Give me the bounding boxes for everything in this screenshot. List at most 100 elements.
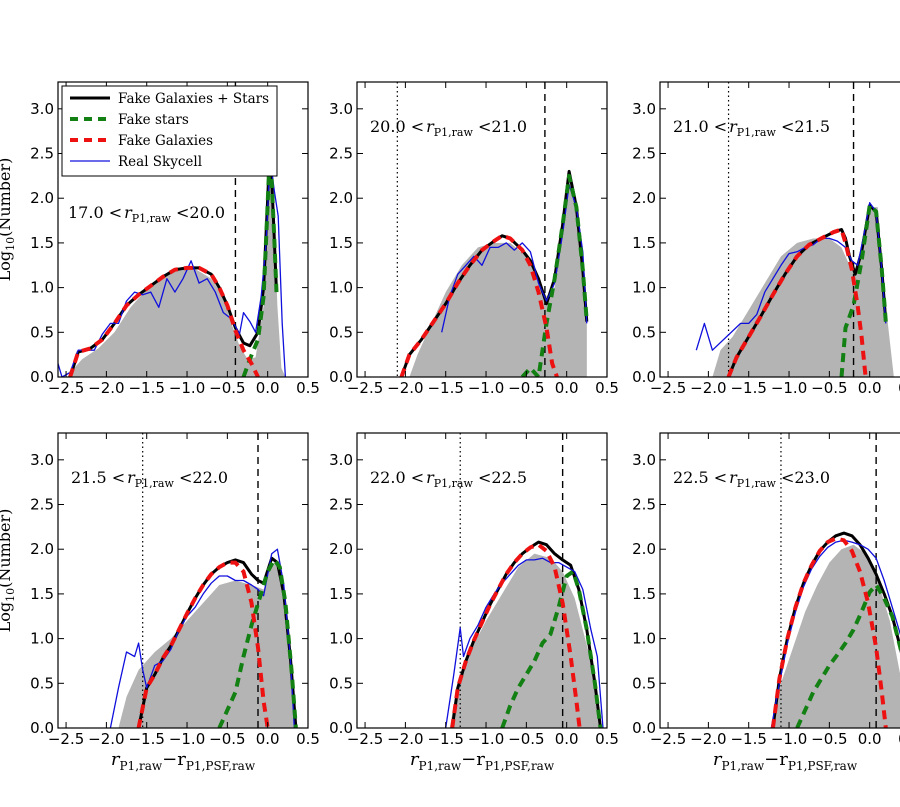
y-tick-label: 0.0 bbox=[30, 368, 54, 386]
x-tick-label: −2.5 bbox=[48, 730, 84, 748]
y-tick-label: 1.5 bbox=[632, 585, 656, 603]
x-tick-label: −0.5 bbox=[209, 730, 245, 748]
plot-area bbox=[109, 433, 298, 728]
y-tick-label: 1.0 bbox=[632, 279, 656, 297]
x-tick-label: −1.5 bbox=[730, 379, 766, 397]
x-tick-label: 0.5 bbox=[595, 379, 619, 397]
axes-frame bbox=[659, 81, 900, 378]
x-tick-label: −1.0 bbox=[771, 730, 807, 748]
x-tick-label: 0.5 bbox=[595, 730, 619, 748]
range-annotation: 20.0 < rP1,raw <21.0 bbox=[370, 117, 527, 139]
y-tick-label: 2.5 bbox=[30, 496, 54, 514]
y-tick-label: 3.0 bbox=[329, 100, 353, 118]
x-axis-label: rP1,raw−rP1,PSF,raw bbox=[410, 749, 555, 773]
range-annotation: 21.0 < rP1,raw <21.5 bbox=[673, 117, 830, 139]
y-tick-label: 1.5 bbox=[632, 234, 656, 252]
x-tick-label: −2.5 bbox=[347, 730, 383, 748]
series-real-skycell bbox=[445, 557, 604, 728]
plot-area bbox=[695, 82, 894, 377]
x-tick-label: 0.0 bbox=[555, 379, 579, 397]
x-tick-label: −1.5 bbox=[128, 379, 164, 397]
y-tick-label: 0.5 bbox=[632, 674, 656, 692]
y-tick-label: 1.5 bbox=[329, 585, 353, 603]
filled-histogram bbox=[712, 207, 894, 377]
panel-2: 0.0 0.5 1.0 1.5 2.0 2.5 3.0 −2.5 −2.0 −1.5 −1.0 −0.… bbox=[329, 81, 619, 397]
legend-label: Fake Galaxies + Stars bbox=[118, 91, 269, 107]
y-tick-label: 3.0 bbox=[632, 100, 656, 118]
x-tick-label: 0.5 bbox=[296, 379, 320, 397]
x-tick-label: −0.5 bbox=[811, 379, 847, 397]
x-tick-label: −1.5 bbox=[128, 730, 164, 748]
series-fake-galaxies bbox=[450, 542, 582, 728]
legend-label: Real Skycell bbox=[118, 154, 202, 170]
x-tick-label: −2.0 bbox=[387, 379, 423, 397]
x-tick-label: −0.5 bbox=[811, 730, 847, 748]
panel-3: 0.0 0.5 1.0 1.5 2.0 2.5 3.0 −2.5 −2.0 −1.5 −1.0 −0.… bbox=[632, 81, 900, 397]
series-fake-stars bbox=[241, 142, 279, 377]
panel-5: 0.0 0.5 1.0 1.5 2.0 2.5 3.0 −2.5 −2.0 −1.5 −1.0 −0.… bbox=[329, 432, 619, 748]
series-fake-galaxies bbox=[399, 233, 559, 377]
filled-histogram bbox=[70, 144, 286, 377]
x-tick-label: −1.0 bbox=[468, 379, 504, 397]
x-tick-label: −0.5 bbox=[508, 730, 544, 748]
axes-frame bbox=[57, 432, 309, 729]
series-fake-stars bbox=[217, 557, 298, 728]
panel-4: 0.0 0.5 1.0 1.5 2.0 2.5 3.0 −2.5 −2.0 −1.5 −1.0 −0.… bbox=[30, 432, 320, 748]
y-tick-label: 1.5 bbox=[30, 234, 54, 252]
series-fake-galaxies bbox=[136, 560, 270, 728]
series-fake-galaxies bbox=[770, 536, 888, 728]
y-tick-label: 0.5 bbox=[329, 674, 353, 692]
y-tick-label: 2.5 bbox=[30, 145, 54, 163]
x-tick-label: −0.5 bbox=[508, 379, 544, 397]
y-tick-label: 2.0 bbox=[632, 189, 656, 207]
y-tick-label: 0.0 bbox=[329, 719, 353, 737]
x-tick-label: 0.0 bbox=[256, 379, 280, 397]
legend-label: Fake Galaxies bbox=[118, 133, 213, 149]
y-tick-label: 3.0 bbox=[30, 451, 54, 469]
x-tick-label: −1.0 bbox=[771, 379, 807, 397]
y-tick-label: 2.5 bbox=[329, 496, 353, 514]
x-tick-label: −1.5 bbox=[730, 730, 766, 748]
x-axis-label: rP1,raw−rP1,PSF,raw bbox=[111, 749, 256, 773]
axes-frame bbox=[356, 432, 608, 729]
y-axis-label: Log10(Number) bbox=[0, 509, 17, 633]
y-tick-label: 2.0 bbox=[329, 540, 353, 558]
y-tick-label: 0.5 bbox=[30, 674, 54, 692]
x-tick-label: −2.0 bbox=[690, 730, 726, 748]
y-tick-label: 1.5 bbox=[30, 585, 54, 603]
plot-area bbox=[58, 82, 287, 377]
filled-histogram bbox=[449, 553, 599, 728]
series-fake-stars bbox=[795, 583, 900, 728]
x-tick-label: −0.5 bbox=[209, 379, 245, 397]
y-tick-label: 2.0 bbox=[30, 189, 54, 207]
x-tick-label: −2.5 bbox=[48, 379, 84, 397]
plot-area bbox=[396, 82, 589, 377]
y-tick-label: 1.5 bbox=[329, 234, 353, 252]
y-tick-label: 0.5 bbox=[632, 323, 656, 341]
y-tick-label: 2.5 bbox=[329, 145, 353, 163]
panel-1: 0.0 0.5 1.0 1.5 2.0 2.5 3.0 −2.5 −2.0 −1.5 −1.0 −0.… bbox=[30, 81, 320, 397]
y-tick-label: 0.0 bbox=[632, 368, 656, 386]
axes-frame bbox=[57, 81, 309, 378]
y-tick-label: 3.0 bbox=[329, 451, 353, 469]
x-tick-label: −1.0 bbox=[468, 730, 504, 748]
x-tick-label: −2.5 bbox=[650, 379, 686, 397]
x-tick-label: −2.0 bbox=[88, 379, 124, 397]
x-tick-label: 0.0 bbox=[858, 379, 882, 397]
range-annotation: 22.5 < rP1,raw <23.0 bbox=[673, 468, 830, 490]
y-tick-label: 0.0 bbox=[329, 368, 353, 386]
y-tick-label: 1.0 bbox=[30, 279, 54, 297]
plot-area bbox=[770, 433, 900, 728]
x-tick-label: −2.5 bbox=[650, 730, 686, 748]
y-axis-label: Log10(Number) bbox=[0, 158, 17, 282]
x-tick-label: −2.0 bbox=[690, 379, 726, 397]
range-annotation: 17.0 < rP1,raw <20.0 bbox=[68, 203, 225, 225]
y-tick-label: 0.0 bbox=[632, 719, 656, 737]
legend-label: Fake stars bbox=[118, 112, 189, 128]
y-tick-label: 3.0 bbox=[632, 451, 656, 469]
panel-6: 0.0 0.5 1.0 1.5 2.0 2.5 3.0 −2.5 −2.0 −1.5 −1.0 −0.… bbox=[632, 432, 900, 748]
x-tick-label: −2.0 bbox=[88, 730, 124, 748]
x-tick-label: 0.0 bbox=[858, 730, 882, 748]
x-tick-label: 0.0 bbox=[555, 730, 579, 748]
series-fake-stars bbox=[839, 203, 888, 377]
